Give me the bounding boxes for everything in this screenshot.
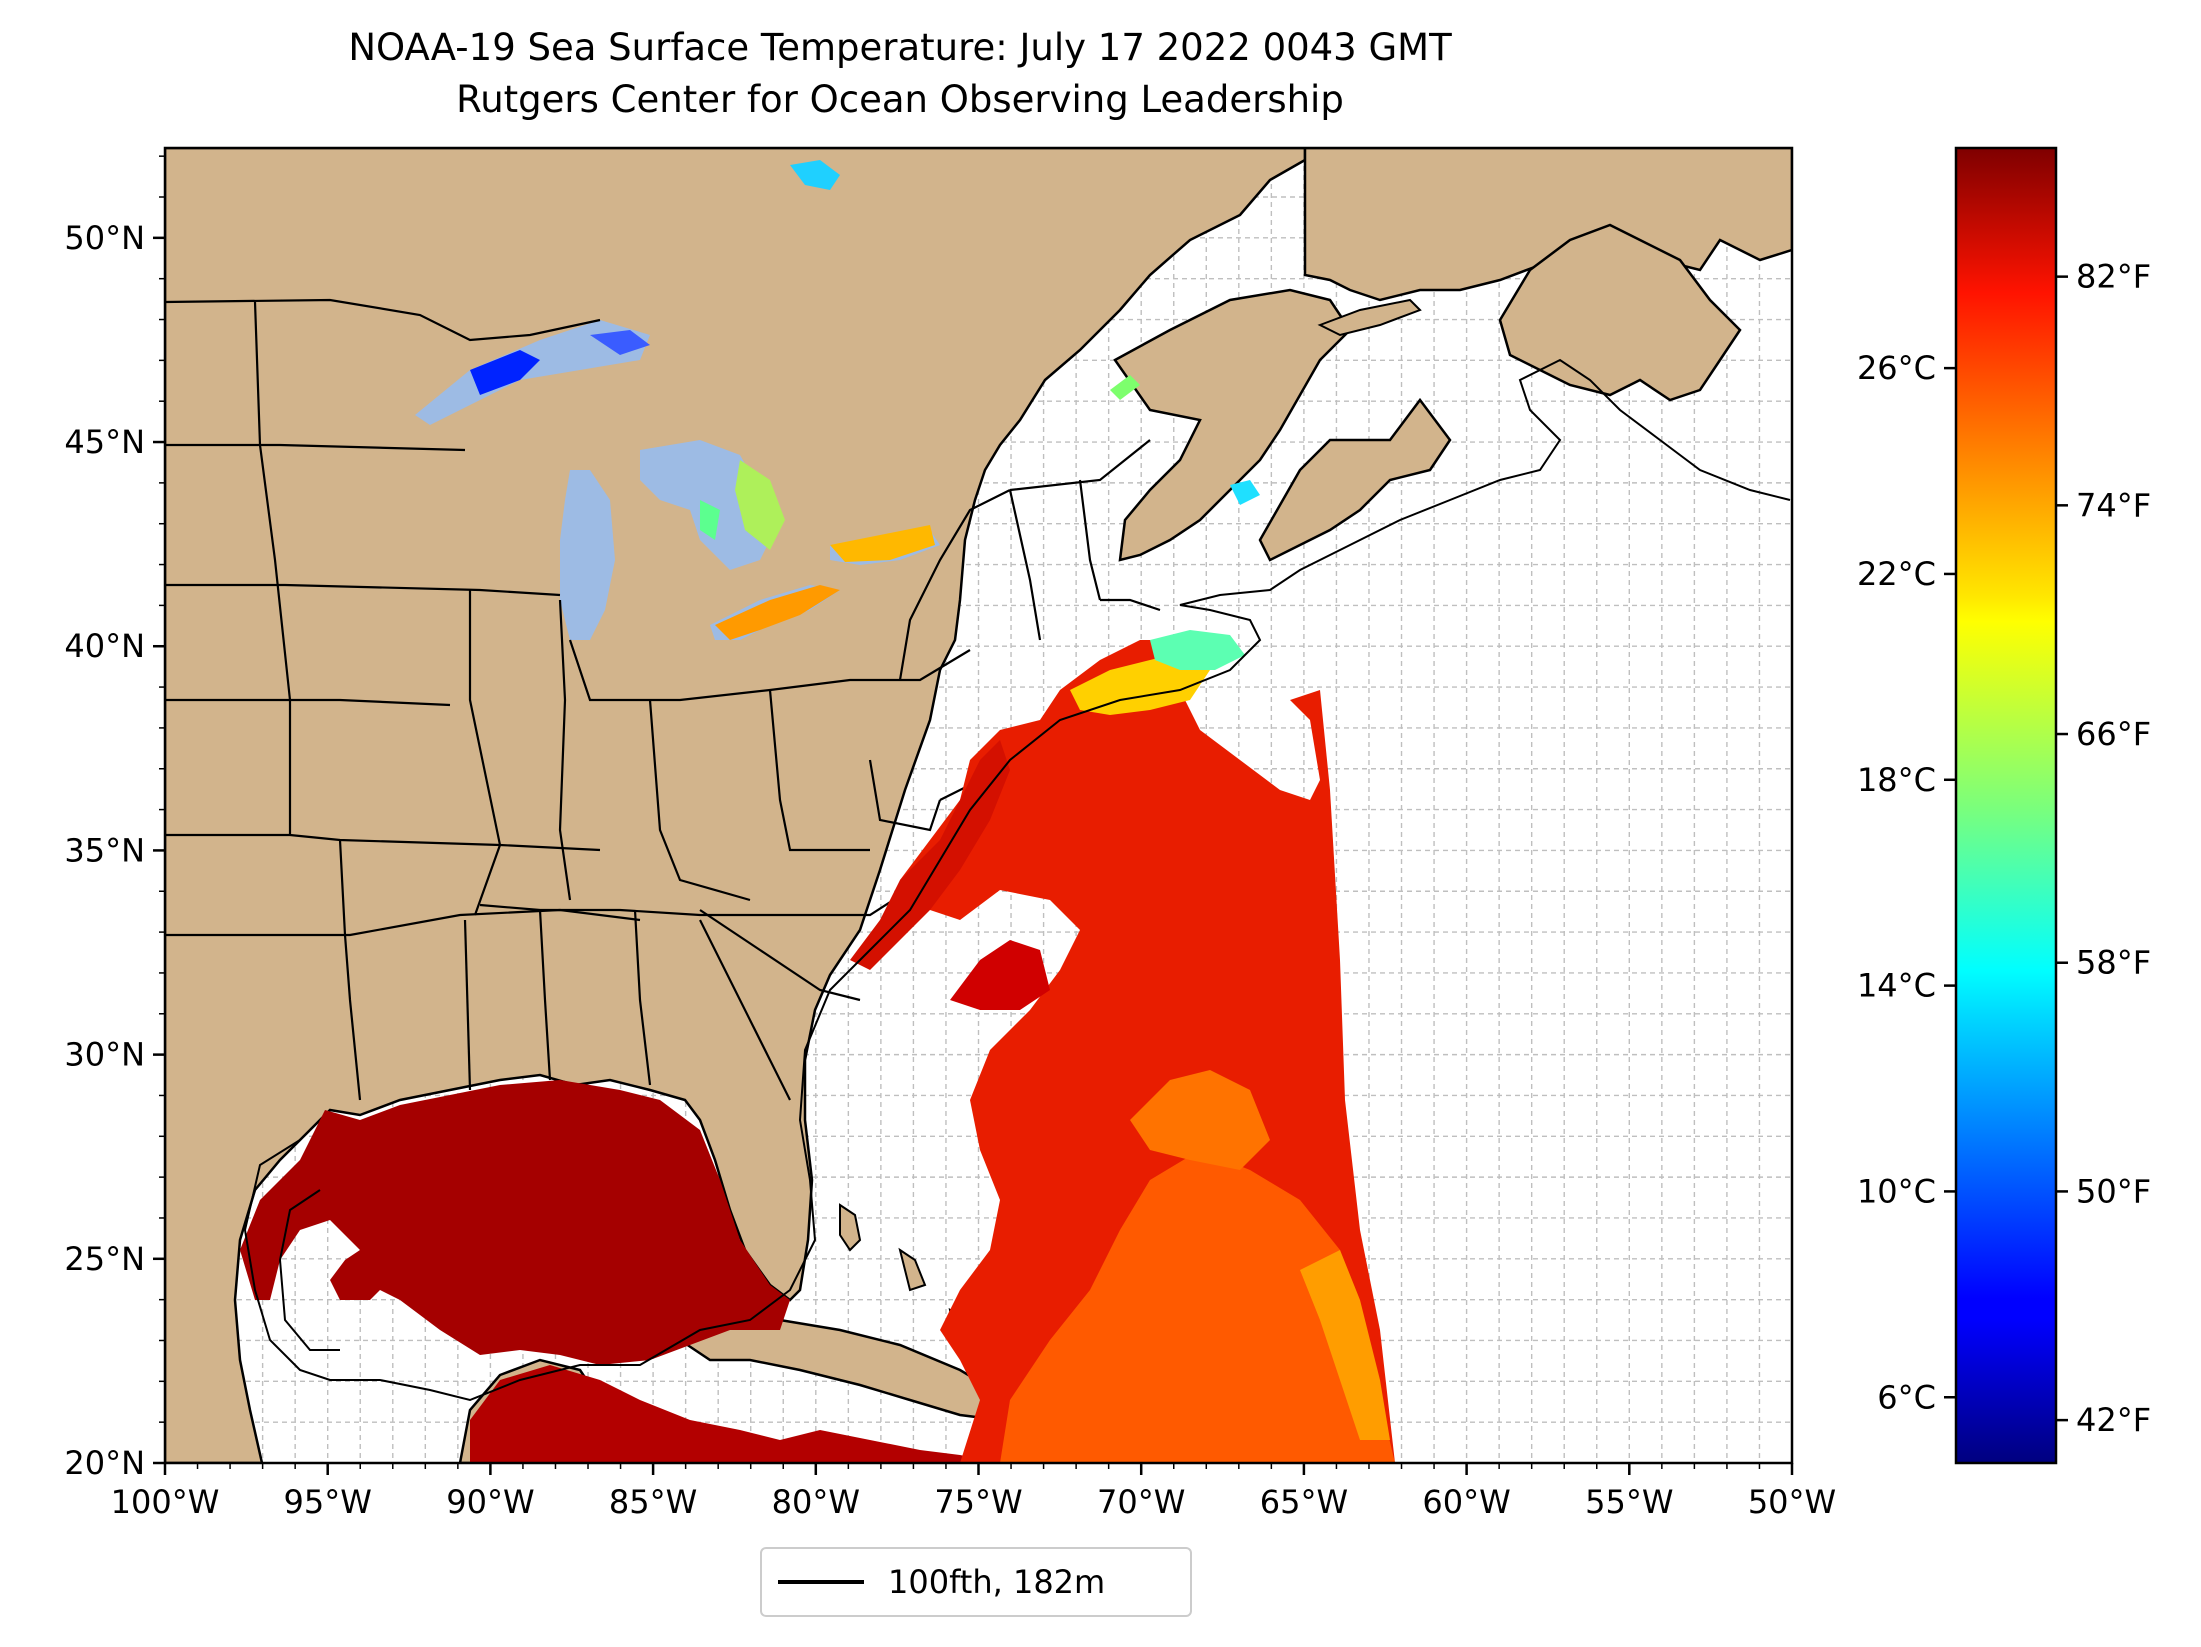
legend-label: 100fth, 182m (888, 1563, 1106, 1601)
colorbar-celsius-label: 10°C (1857, 1172, 1936, 1210)
sst-st-lawrence (1110, 375, 1140, 400)
sst-caribbean (470, 1365, 1000, 1463)
land-anticosti (1317, 298, 1422, 337)
lake-sst-overlay (470, 330, 935, 640)
legend-line-sample (778, 1580, 864, 1584)
colorbar (1954, 146, 2058, 1465)
map-title: NOAA-19 Sea Surface Temperature: July 17… (348, 26, 1452, 69)
colorbar-fahrenheit-label: 66°F (2076, 715, 2151, 753)
colorbar-fahrenheit-label: 82°F (2076, 258, 2151, 296)
lon-tick-label: 75°W (934, 1483, 1022, 1521)
lat-tick-label: 30°N (64, 1036, 145, 1074)
land-north-america (165, 148, 1307, 1463)
colorbar-fahrenheit-label: 50°F (2076, 1172, 2151, 1210)
sst-atlantic-orange (1000, 1150, 1395, 1463)
lon-tick-label: 95°W (284, 1483, 372, 1521)
lon-tick-label: 90°W (446, 1483, 534, 1521)
lat-tick-label: 25°N (64, 1240, 145, 1278)
colorbar-fahrenheit-label: 58°F (2076, 944, 2151, 982)
lon-tick-label: 80°W (772, 1483, 860, 1521)
isobath-100fth (243, 358, 1791, 1402)
lon-tick-label: 85°W (609, 1483, 697, 1521)
lon-tick-label: 65°W (1260, 1483, 1348, 1521)
lon-tick-label: 100°W (111, 1483, 220, 1521)
lat-tick-label: 40°N (64, 627, 145, 665)
map-subtitle: Rutgers Center for Ocean Observing Leade… (456, 78, 1344, 121)
colorbar-celsius-label: 26°C (1857, 349, 1936, 387)
lon-tick-label: 55°W (1585, 1483, 1673, 1521)
sst-carolina-shelf (850, 740, 1010, 970)
lat-tick-label: 35°N (64, 831, 145, 869)
sst-gulf-of-mexico (240, 1080, 790, 1365)
sst-gulf-of-maine (1230, 480, 1260, 505)
land-newfoundland (1498, 223, 1742, 402)
lon-tick-label: 70°W (1097, 1483, 1185, 1521)
land-maritimes (1113, 288, 1352, 562)
sst-sargasso-orange (1130, 1070, 1270, 1170)
lat-tick-label: 45°N (64, 423, 145, 461)
colorbar-fahrenheit-label: 42°F (2076, 1401, 2151, 1439)
lon-tick-label: 50°W (1748, 1483, 1836, 1521)
state-boundaries (165, 298, 1161, 1101)
lat-tick-label: 20°N (64, 1444, 145, 1482)
colorbar-celsius-ticks: 6°C 10°C 14°C 18°C 22°C 26°C (1857, 349, 1956, 1416)
isobath-gulf-west (278, 1189, 340, 1351)
lon-tick-label: 60°W (1422, 1483, 1510, 1521)
colorbar-fahrenheit-label: 74°F (2076, 486, 2151, 524)
sst-overlay (240, 160, 1395, 1463)
latitude-ticks: 20°N 25°N 30°N 35°N 40°N 45°N 50°N (64, 155, 165, 1482)
colorbar-celsius-label: 22°C (1857, 555, 1936, 593)
map-legend: 100fth, 182m (760, 1547, 1192, 1617)
colorbar-celsius-label: 18°C (1857, 761, 1936, 799)
sst-georges-bank (1150, 630, 1245, 670)
colorbar-celsius-label: 6°C (1877, 1378, 1936, 1416)
longitude-ticks: 100°W 95°W 90°W 85°W 80°W 75°W 70°W 65°W 60°W 55°… (111, 1463, 1836, 1521)
colorbar-celsius-label: 14°C (1857, 967, 1936, 1005)
lat-tick-label: 50°N (64, 219, 145, 257)
colorbar-fahrenheit-ticks: 42°F 50°F 58°F 66°F 74°F 82°F (2056, 258, 2151, 1439)
sst-atlantic-light (1300, 1250, 1390, 1440)
sst-gulf-florida (950, 940, 1050, 1010)
land-cape-breton (1258, 397, 1452, 562)
sst-hudson-bay-edge (790, 160, 840, 190)
